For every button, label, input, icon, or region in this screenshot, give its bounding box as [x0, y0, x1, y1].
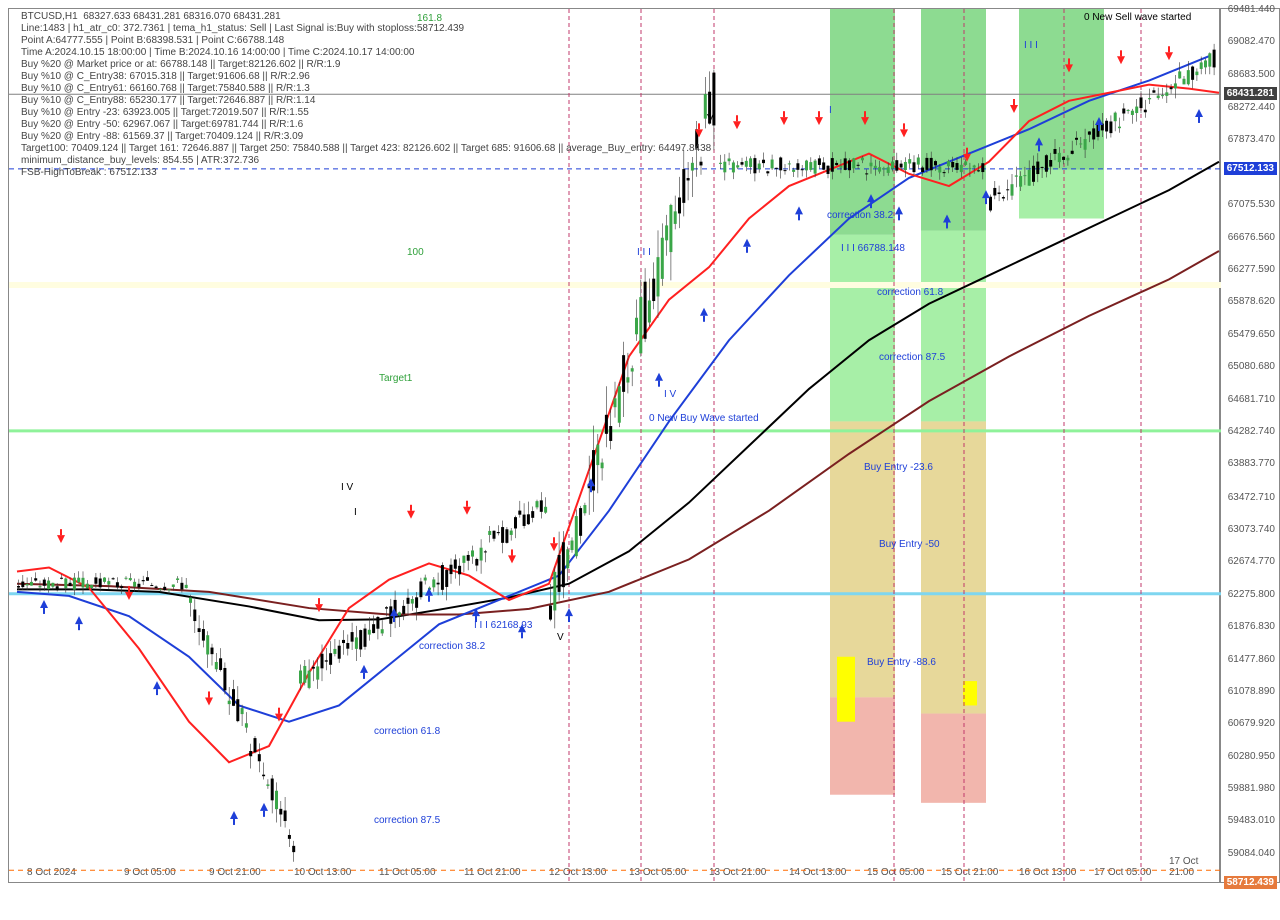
chart-annotation: I I I 62168.93 [474, 620, 532, 631]
y-axis-label: 60679.920 [1228, 718, 1275, 729]
chart-annotation: correction 87.5 [879, 352, 945, 363]
chart-annotation: V [707, 113, 714, 124]
y-axis-label: 67075.530 [1228, 199, 1275, 210]
info-line: Target100: 70409.124 || Target 161: 7264… [21, 143, 711, 154]
chart-annotation: I V [341, 482, 353, 493]
y-axis-label: 66277.590 [1228, 264, 1275, 275]
y-axis-label: 62275.800 [1228, 589, 1275, 600]
chart-annotation: I [829, 105, 832, 116]
chart-annotation: V [557, 632, 564, 643]
chart-annotation: I [354, 507, 357, 518]
y-axis-label: 59881.980 [1228, 783, 1275, 794]
y-axis-label: 67873.470 [1228, 134, 1275, 145]
chart-container: MARKETZ TRADE BTCUSD,H1 68327.633 68431.… [0, 0, 1280, 920]
y-axis-label: 64282.740 [1228, 426, 1275, 437]
info-line: Buy %10 @ C_Entry38: 67015.318 || Target… [21, 71, 310, 82]
y-axis-label: 64681.710 [1228, 394, 1275, 405]
y-axis: 69481.44069082.47068683.50068272.4406787… [1220, 8, 1280, 883]
chart-annotation: Buy Entry -50 [879, 539, 940, 550]
y-axis-label: 68683.500 [1228, 69, 1275, 80]
chart-annotation: I I I [637, 247, 651, 258]
y-axis-label: 66676.560 [1228, 232, 1275, 243]
y-axis-label: 65479.650 [1228, 329, 1275, 340]
chart-annotation: 0 New Sell wave started [1084, 12, 1191, 23]
info-line: Buy %20 @ Entry -50: 62967.067 || Target… [21, 119, 303, 130]
chart-area[interactable]: BTCUSD,H1 68327.633 68431.281 68316.070 … [8, 8, 1220, 883]
chart-annotation: correction 38.2 [827, 210, 893, 221]
y-axis-label: 60280.950 [1228, 751, 1275, 762]
y-axis-label: 65878.620 [1228, 296, 1275, 307]
info-line: minimum_distance_buy_levels: 854.55 | AT… [21, 155, 259, 166]
info-line: Time A:2024.10.15 18:00:00 | Time B:2024… [21, 47, 414, 58]
info-line: Buy %20 @ Market price or at: 66788.148 … [21, 59, 340, 70]
y-axis-label: 63883.770 [1228, 458, 1275, 469]
price-level-box: 68431.281 [1224, 87, 1277, 100]
chart-annotation: Buy Entry -23.6 [864, 462, 933, 473]
info-line: Buy %10 @ C_Entry61: 66160.768 || Target… [21, 83, 310, 94]
chart-annotation: correction 38.2 [419, 641, 485, 652]
chart-annotation: correction 87.5 [374, 815, 440, 826]
y-axis-label: 63073.740 [1228, 524, 1275, 535]
price-level-box: 67512.133 [1224, 162, 1277, 175]
info-line: Buy %10 @ C_Entry88: 65230.177 || Target… [21, 95, 315, 106]
y-axis-label: 69082.470 [1228, 36, 1275, 47]
y-axis-label: 59084.040 [1228, 848, 1275, 859]
info-line: FSB-HighToBreak : 67512.133 [21, 167, 157, 178]
info-line: Line:1483 | h1_atr_c0: 372.7361 | tema_h… [21, 23, 464, 34]
chart-annotation: I V [664, 389, 676, 400]
chart-annotation: correction 61.8 [877, 287, 943, 298]
info-line: Buy %10 @ Entry -23: 63923.005 || Target… [21, 107, 309, 118]
y-axis-label: 61477.860 [1228, 654, 1275, 665]
y-axis-label: 62674.770 [1228, 556, 1275, 567]
y-axis-label: 63472.710 [1228, 492, 1275, 503]
chart-annotation: correction 61.8 [374, 726, 440, 737]
y-axis-label: 61078.890 [1228, 686, 1275, 697]
info-line: Point A:64777.555 | Point B:68398.531 | … [21, 35, 284, 46]
price-level-box: 58712.439 [1224, 876, 1277, 889]
chart-annotation: I I I [1024, 40, 1038, 51]
y-axis-label: 59483.010 [1228, 815, 1275, 826]
chart-annotation: I I I 66788.148 [841, 243, 905, 254]
info-line: Buy %20 @ Entry -88: 61569.37 || Target:… [21, 131, 303, 142]
chart-annotation: 0 New Buy Wave started [649, 413, 759, 424]
chart-annotation: Buy Entry -88.6 [867, 657, 936, 668]
y-axis-label: 69481.440 [1228, 4, 1275, 15]
y-axis-label: 65080.680 [1228, 361, 1275, 372]
y-axis-label: 68272.440 [1228, 102, 1275, 113]
y-axis-label: 61876.830 [1228, 621, 1275, 632]
